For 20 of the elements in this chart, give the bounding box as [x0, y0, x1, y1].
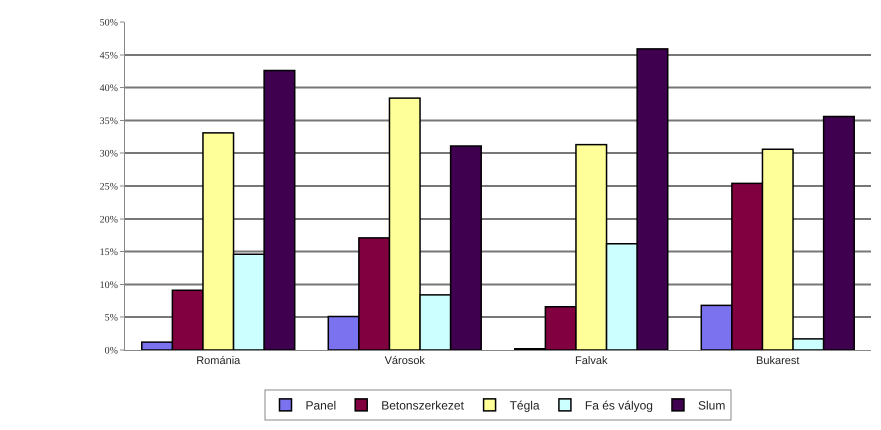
legend-label: Slum: [698, 398, 726, 413]
y-tick-label: 50%: [100, 18, 118, 28]
y-tick-label: 10%: [100, 280, 118, 291]
y-tick-label: 25%: [100, 182, 118, 192]
y-tick-label: 0%: [104, 346, 118, 356]
y-tick-label: 45%: [100, 50, 118, 62]
y-tick-label: 35%: [100, 116, 118, 127]
legend-label: Fa és vályog: [584, 398, 653, 413]
legend-label: Panel: [306, 398, 336, 413]
x-tick-label: Bukarest: [756, 355, 800, 368]
x-tick-label: Falvak: [575, 355, 608, 368]
y-tick-label: 5%: [104, 312, 118, 324]
y-tick-label: 20%: [100, 214, 118, 226]
y-tick-label: 30%: [100, 148, 118, 160]
x-tick-label: Románia: [196, 355, 242, 368]
x-tick-label: Városok: [384, 355, 426, 368]
y-tick-label: 15%: [100, 247, 118, 258]
legend-label: Tégla: [510, 398, 540, 413]
y-tick-label: 40%: [100, 83, 118, 94]
legend-label: Betonszerkezet: [381, 398, 465, 413]
